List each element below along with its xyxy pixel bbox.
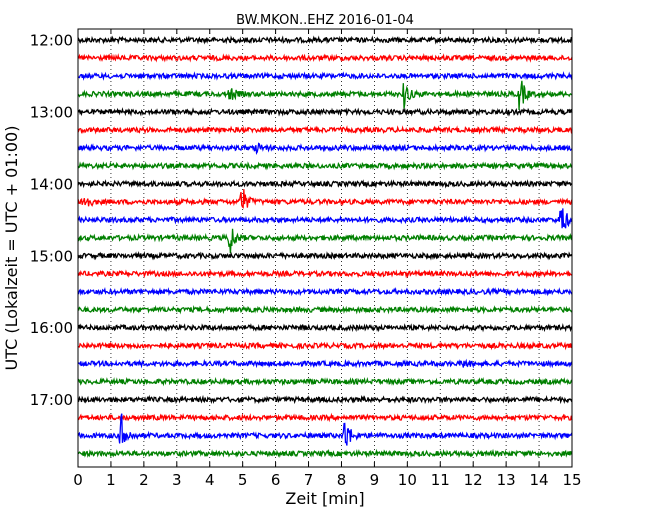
x-tick-label: 2 xyxy=(139,471,149,489)
y-tick-label: 17:00 xyxy=(30,391,73,409)
x-axis: 0 1 2 3 4 5 6 7 8 9 10 11 12 13 14 15 xyxy=(73,29,582,489)
plot-frame xyxy=(77,28,573,468)
x-tick-label: 6 xyxy=(271,471,281,489)
trace-1400 xyxy=(77,179,573,189)
trace-1530 xyxy=(77,286,573,297)
trace-1545 xyxy=(77,305,573,315)
chart-title: BW.MKON..EHZ 2016-01-04 xyxy=(236,13,414,28)
x-tick-label: 4 xyxy=(205,471,215,489)
trace-1215 xyxy=(77,53,573,63)
x-tick-label: 9 xyxy=(370,471,380,489)
trace-1745 xyxy=(77,448,573,459)
trace-1345 xyxy=(77,161,573,171)
trace-1245 xyxy=(77,80,573,111)
y-tick-label: 13:00 xyxy=(30,103,73,121)
trace-1430 xyxy=(77,208,573,229)
trace-1630 xyxy=(77,358,573,369)
trace-1200 xyxy=(77,35,573,45)
x-tick-label: 14 xyxy=(530,471,549,489)
trace-1500 xyxy=(77,251,573,261)
trace-1600 xyxy=(77,322,573,333)
trace-1645 xyxy=(77,376,573,387)
x-axis-label: Zeit [min] xyxy=(285,489,364,508)
x-tick-label: 15 xyxy=(562,471,581,489)
x-tick-label: 11 xyxy=(431,471,450,489)
trace-1315 xyxy=(77,125,573,135)
x-tick-label: 12 xyxy=(464,471,483,489)
traces xyxy=(77,35,573,459)
y-tick-label: 14:00 xyxy=(30,175,73,193)
trace-1700 xyxy=(77,394,573,405)
trace-1415 xyxy=(77,189,573,209)
trace-1300 xyxy=(77,107,573,117)
trace-1445 xyxy=(77,228,573,254)
x-tick-label: 7 xyxy=(304,471,314,489)
x-tick-label: 10 xyxy=(398,471,417,489)
x-tick-label: 8 xyxy=(337,471,347,489)
trace-1730 xyxy=(77,413,573,446)
x-tick-label: 3 xyxy=(172,471,182,489)
trace-1615 xyxy=(77,341,573,351)
x-tick-label: 13 xyxy=(497,471,516,489)
y-axis: 12:00 13:00 14:00 15:00 16:00 17:00 xyxy=(30,32,572,409)
y-axis-label: UTC (Lokalzeit = UTC + 01:00) xyxy=(2,126,21,371)
trace-1230 xyxy=(77,71,573,81)
y-tick-label: 16:00 xyxy=(30,319,73,337)
trace-1515 xyxy=(77,269,573,279)
trace-1715 xyxy=(77,412,573,423)
x-tick-label: 1 xyxy=(106,471,116,489)
y-tick-label: 12:00 xyxy=(30,32,73,50)
x-tick-label: 5 xyxy=(238,471,248,489)
trace-1330 xyxy=(77,142,573,156)
x-tick-label: 0 xyxy=(73,471,83,489)
y-tick-label: 15:00 xyxy=(30,247,73,265)
